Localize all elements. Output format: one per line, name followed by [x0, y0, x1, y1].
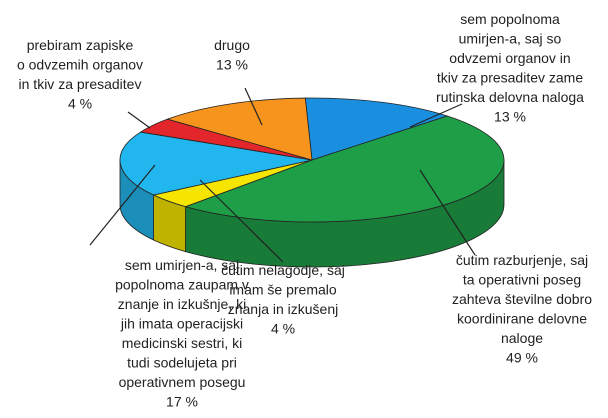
label-line: tkiv za presaditev zame	[437, 70, 583, 86]
slice-label: sem popolnoma umirjen-a, saj so odvzemi or…	[436, 11, 584, 105]
value-label: 4 %	[68, 96, 92, 112]
value-label: 13 %	[494, 109, 526, 125]
label-line: operativnem posegu	[119, 374, 246, 390]
value-label: 4 %	[271, 321, 295, 337]
leader-line	[419, 169, 476, 256]
value-label: 17 %	[166, 394, 198, 410]
label-line: jih imata operacijski	[120, 316, 243, 332]
label-line: zahteva številne dobro	[452, 291, 592, 307]
label-line: popolnoma zaupam v	[115, 277, 249, 293]
label-line: umirjen-a, saj so	[459, 31, 562, 47]
label-line: sem umirjen-a, saj	[125, 257, 239, 273]
slice-label: drugo	[214, 37, 250, 53]
label-line: odvzemi organov in	[449, 50, 570, 66]
label-line: sem popolnoma	[460, 11, 560, 27]
label-line: čutim nelagodje, saj	[221, 262, 345, 278]
label-line: koordinirane delovne	[457, 311, 587, 327]
slice-label: čutim nelagodje, saj imam še premalo znanj…	[221, 262, 345, 317]
label-line: imam še premalo	[229, 282, 337, 298]
label-line: medicinski sestri, ki	[122, 335, 243, 351]
label-line: tudi sodelujeta pri	[127, 355, 237, 371]
leader-line	[409, 103, 463, 128]
label-line: znanja in izkušenj	[228, 301, 339, 317]
leader-line	[127, 111, 151, 129]
label-line: ta operativni poseg	[463, 272, 581, 288]
leader-line	[244, 87, 263, 126]
label-line: in tkiv za presaditev	[19, 76, 142, 92]
value-label: 49 %	[506, 350, 538, 366]
slice-label: čutim razburjenje, saj ta operativni pose…	[452, 252, 592, 346]
slice	[119, 131, 313, 196]
leader-line	[89, 164, 156, 246]
slice	[166, 97, 313, 161]
slice	[184, 115, 505, 223]
leader-line	[199, 179, 284, 263]
label-line: rutinska delovna naloga	[436, 89, 584, 105]
label-line: drugo	[214, 37, 250, 53]
value-label: 13 %	[216, 57, 248, 73]
label-line: naloge	[501, 330, 543, 346]
label-line: čutim razburjenje, saj	[456, 252, 588, 268]
label-line: znanje in izkušnje, ki	[118, 296, 246, 312]
label-line: o odvzemih organov	[17, 57, 143, 73]
slice-label: prebiram zapiske o odvzemih organov in tki…	[17, 37, 143, 92]
slice-label: sem umirjen-a, saj popolnoma zaupam v znan…	[115, 257, 249, 390]
label-line: prebiram zapiske	[27, 37, 134, 53]
